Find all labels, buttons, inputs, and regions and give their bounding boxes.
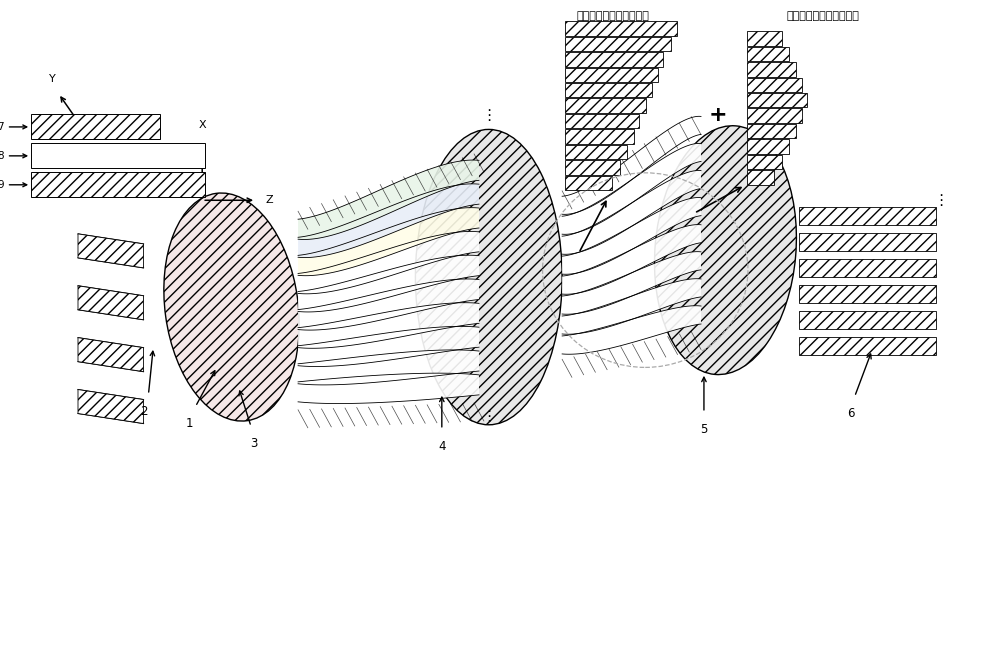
Bar	[799, 285, 936, 303]
Text: ⋮: ⋮	[481, 410, 496, 424]
Polygon shape	[298, 350, 479, 385]
Polygon shape	[562, 143, 701, 234]
Bar	[31, 172, 205, 197]
Text: 7: 7	[0, 122, 4, 132]
Text: ⋮: ⋮	[933, 193, 948, 208]
Bar	[747, 46, 789, 61]
Bar	[565, 99, 646, 113]
Text: 第二阵列波导等效长度图: 第二阵列波导等效长度图	[787, 11, 860, 21]
Bar	[799, 311, 936, 329]
Polygon shape	[298, 303, 479, 348]
Text: 3: 3	[250, 437, 258, 450]
Bar	[565, 83, 652, 97]
Bar	[565, 37, 671, 51]
Polygon shape	[298, 326, 479, 366]
Polygon shape	[298, 184, 479, 257]
Bar	[565, 68, 658, 82]
Bar	[31, 114, 160, 139]
Bar	[747, 108, 802, 123]
Polygon shape	[298, 373, 479, 404]
Text: 第一阵列波导等效长度图: 第一阵列波导等效长度图	[577, 11, 649, 21]
Polygon shape	[78, 338, 144, 372]
Text: 1: 1	[186, 417, 193, 430]
Bar	[799, 337, 936, 355]
Polygon shape	[298, 232, 479, 294]
Polygon shape	[298, 208, 479, 275]
Bar	[747, 62, 796, 77]
Text: 2: 2	[140, 405, 147, 418]
Ellipse shape	[655, 126, 796, 375]
Polygon shape	[298, 160, 479, 239]
Bar	[747, 139, 789, 154]
Polygon shape	[562, 279, 701, 334]
Text: 6: 6	[847, 407, 854, 420]
Bar	[747, 170, 774, 185]
Bar	[747, 155, 782, 170]
Text: 9: 9	[0, 180, 4, 190]
Bar	[747, 124, 796, 139]
Bar	[799, 233, 936, 251]
Bar	[31, 143, 205, 168]
Bar	[565, 52, 663, 66]
Polygon shape	[78, 234, 144, 268]
Bar	[799, 207, 936, 225]
Text: X: X	[143, 130, 150, 141]
Text: Y: Y	[49, 74, 56, 83]
Text: 4: 4	[438, 440, 446, 453]
Polygon shape	[562, 116, 701, 214]
Bar	[565, 161, 620, 175]
Polygon shape	[562, 170, 701, 254]
Polygon shape	[78, 286, 144, 320]
Text: Z: Z	[266, 195, 273, 205]
Polygon shape	[562, 252, 701, 314]
Text: ⋮: ⋮	[481, 108, 496, 123]
Ellipse shape	[415, 130, 562, 425]
Text: 8: 8	[0, 151, 4, 161]
Polygon shape	[562, 306, 701, 354]
Ellipse shape	[164, 193, 299, 421]
Text: 5: 5	[700, 422, 708, 436]
Bar	[747, 77, 802, 92]
Bar	[799, 259, 936, 277]
Bar	[747, 93, 807, 108]
Polygon shape	[298, 279, 479, 330]
Bar	[565, 130, 634, 144]
Bar	[565, 114, 639, 128]
Bar	[747, 31, 782, 46]
Polygon shape	[298, 255, 479, 312]
Polygon shape	[562, 197, 701, 274]
Text: +: +	[708, 105, 727, 125]
Bar	[565, 176, 612, 190]
Bar	[565, 145, 627, 159]
Bar	[565, 21, 677, 35]
Text: X: X	[198, 121, 206, 130]
Polygon shape	[562, 224, 701, 294]
Polygon shape	[78, 390, 144, 424]
